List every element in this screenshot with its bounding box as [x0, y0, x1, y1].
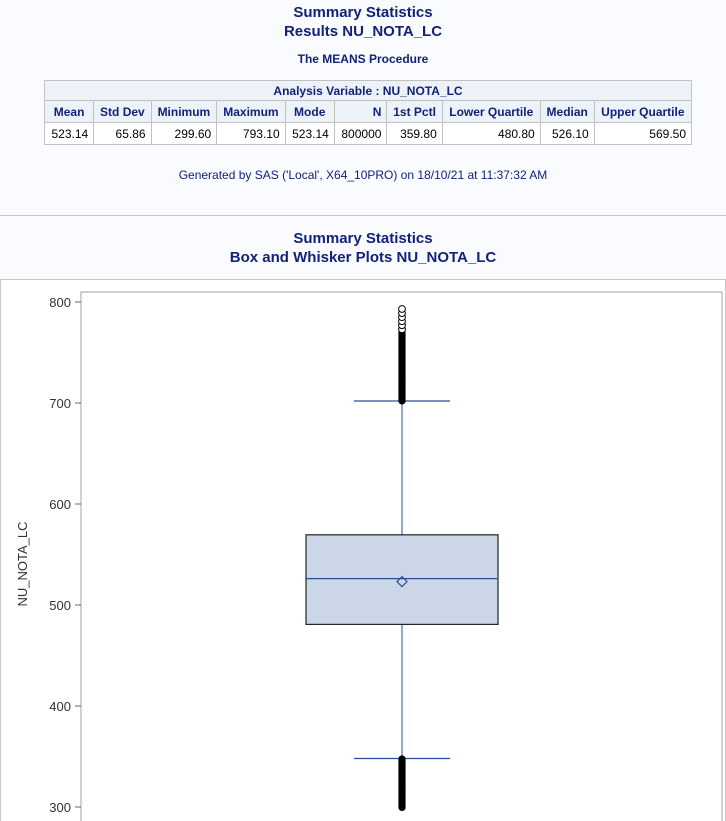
procedure-title: The MEANS Procedure: [297, 52, 429, 66]
table-header-row: Mean Std Dev Minimum Maximum Mode N 1st …: [43, 100, 693, 123]
y-tick-label-600: 600: [49, 497, 71, 512]
col-header-median: Median: [539, 100, 595, 123]
col-header-minimum: Minimum: [150, 100, 218, 123]
iqr-box: [305, 534, 499, 625]
cell-median: 526.10: [539, 122, 595, 145]
col-header-std-dev: Std Dev: [93, 100, 152, 123]
cell-upper-quartile: 569.50: [593, 122, 693, 145]
cell-std-dev: 65.86: [93, 122, 152, 145]
col-header-1st-pctl: 1st Pctl: [386, 100, 443, 123]
y-tick-label-700: 700: [49, 396, 71, 411]
box-marks: [305, 305, 499, 812]
plot-title-2: Box and Whisker Plots NU_NOTA_LC: [229, 249, 497, 266]
summary-stats-table: Analysis Variable : NU_NOTA_LC Mean Std …: [43, 80, 693, 145]
section-divider: [0, 215, 726, 216]
generated-by-note: Generated by SAS ('Local', X64_10PRO) on…: [178, 168, 548, 182]
cell-mean: 523.14: [43, 122, 95, 145]
cell-n: 800000: [333, 122, 388, 145]
cell-minimum: 299.60: [150, 122, 218, 145]
col-header-upper-quartile: Upper Quartile: [593, 100, 693, 123]
table-row: 523.14 65.86 299.60 793.10 523.14 800000…: [43, 122, 693, 145]
chart-frame: 300 400 500 600 700 800 NU_NOTA_LC: [0, 279, 726, 821]
y-tick-label-800: 800: [49, 295, 71, 310]
col-header-n: N: [333, 100, 388, 123]
box-plot-chart: 300 400 500 600 700 800 NU_NOTA_LC: [15, 291, 723, 821]
table-caption: Analysis Variable : NU_NOTA_LC: [44, 80, 692, 101]
y-axis: 300 400 500 600 700 800: [49, 295, 81, 815]
cell-maximum: 793.10: [216, 122, 286, 145]
col-header-mean: Mean: [43, 100, 95, 123]
mean-marker: [396, 575, 408, 588]
table-caption-row: Analysis Variable : NU_NOTA_LC: [44, 80, 692, 101]
outlier-point-sparse: [398, 305, 406, 313]
report-title-2: Results NU_NOTA_LC: [283, 23, 443, 40]
report-title-1: Summary Statistics: [293, 4, 433, 21]
plot-title-1: Summary Statistics: [293, 230, 433, 247]
y-axis-label: NU_NOTA_LC: [15, 521, 30, 606]
col-header-mode: Mode: [284, 100, 335, 123]
y-tick-label-400: 400: [49, 699, 71, 714]
cell-lower-quartile: 480.80: [441, 122, 541, 145]
cell-mode: 523.14: [284, 122, 335, 145]
outlier-point-low: [398, 755, 406, 763]
col-header-lower-quartile: Lower Quartile: [441, 100, 541, 123]
y-tick-label-300: 300: [49, 800, 71, 815]
col-header-maximum: Maximum: [216, 100, 286, 123]
cell-1st-pctl: 359.80: [386, 122, 443, 145]
y-tick-label-500: 500: [49, 598, 71, 613]
